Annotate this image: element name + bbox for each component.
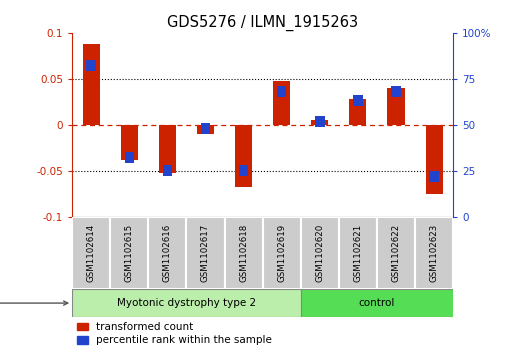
Bar xyxy=(415,217,453,289)
Bar xyxy=(339,217,377,289)
Bar xyxy=(277,86,286,97)
Bar xyxy=(148,217,186,289)
Text: GSM1102617: GSM1102617 xyxy=(201,224,210,282)
Text: Myotonic dystrophy type 2: Myotonic dystrophy type 2 xyxy=(117,298,256,308)
Title: GDS5276 / ILMN_1915263: GDS5276 / ILMN_1915263 xyxy=(167,15,358,31)
Bar xyxy=(235,125,252,187)
Bar xyxy=(125,152,134,163)
Text: GSM1102616: GSM1102616 xyxy=(163,224,172,282)
Bar xyxy=(121,125,138,160)
Text: GSM1102618: GSM1102618 xyxy=(239,224,248,282)
Bar xyxy=(315,115,324,127)
Bar xyxy=(311,120,329,125)
Bar xyxy=(387,88,405,125)
Bar xyxy=(163,165,172,176)
Bar xyxy=(391,86,401,97)
Bar xyxy=(201,123,210,134)
Text: GSM1102620: GSM1102620 xyxy=(315,224,324,282)
Text: control: control xyxy=(359,298,395,308)
Bar xyxy=(197,125,214,134)
Text: disease state: disease state xyxy=(0,298,68,308)
Legend: transformed count, percentile rank within the sample: transformed count, percentile rank withi… xyxy=(77,322,272,345)
Text: GSM1102622: GSM1102622 xyxy=(391,224,401,282)
Bar xyxy=(263,217,301,289)
Bar xyxy=(110,217,148,289)
Bar xyxy=(430,171,439,182)
Bar xyxy=(82,44,100,125)
Text: GSM1102621: GSM1102621 xyxy=(353,224,363,282)
Bar xyxy=(159,125,176,173)
Bar xyxy=(425,125,443,194)
Bar xyxy=(349,99,367,125)
Text: GSM1102614: GSM1102614 xyxy=(87,224,96,282)
Text: GSM1102623: GSM1102623 xyxy=(430,224,439,282)
Bar xyxy=(72,289,301,317)
Bar xyxy=(72,217,110,289)
Text: GSM1102615: GSM1102615 xyxy=(125,224,134,282)
Bar xyxy=(377,217,415,289)
Bar xyxy=(301,217,339,289)
Bar xyxy=(273,81,290,125)
Bar xyxy=(87,60,96,72)
Bar xyxy=(353,95,363,106)
Bar xyxy=(239,165,248,176)
Bar xyxy=(186,217,225,289)
Bar xyxy=(301,289,453,317)
Bar xyxy=(225,217,263,289)
Text: GSM1102619: GSM1102619 xyxy=(277,224,286,282)
